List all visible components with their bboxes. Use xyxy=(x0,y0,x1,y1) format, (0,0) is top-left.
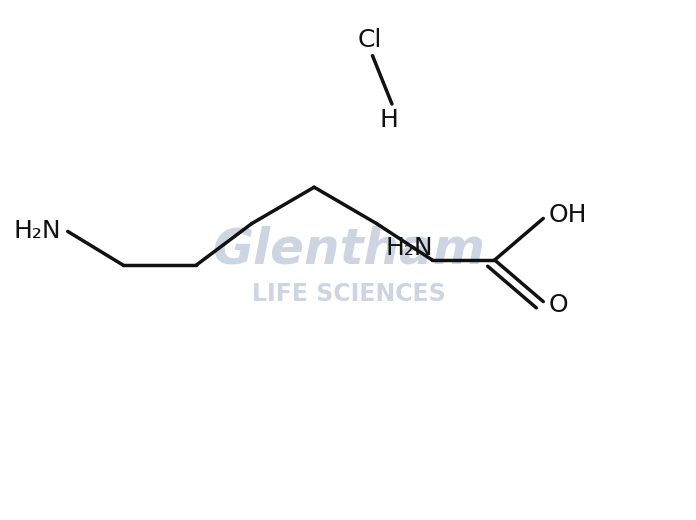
Text: O: O xyxy=(549,293,569,317)
Text: LIFE SCIENCES: LIFE SCIENCES xyxy=(252,282,445,306)
Text: Cl: Cl xyxy=(358,28,382,52)
Text: H₂N: H₂N xyxy=(386,236,434,260)
Text: Glentham: Glentham xyxy=(212,226,485,274)
Text: OH: OH xyxy=(549,203,587,227)
Text: H₂N: H₂N xyxy=(13,219,61,243)
Text: H: H xyxy=(380,108,399,132)
